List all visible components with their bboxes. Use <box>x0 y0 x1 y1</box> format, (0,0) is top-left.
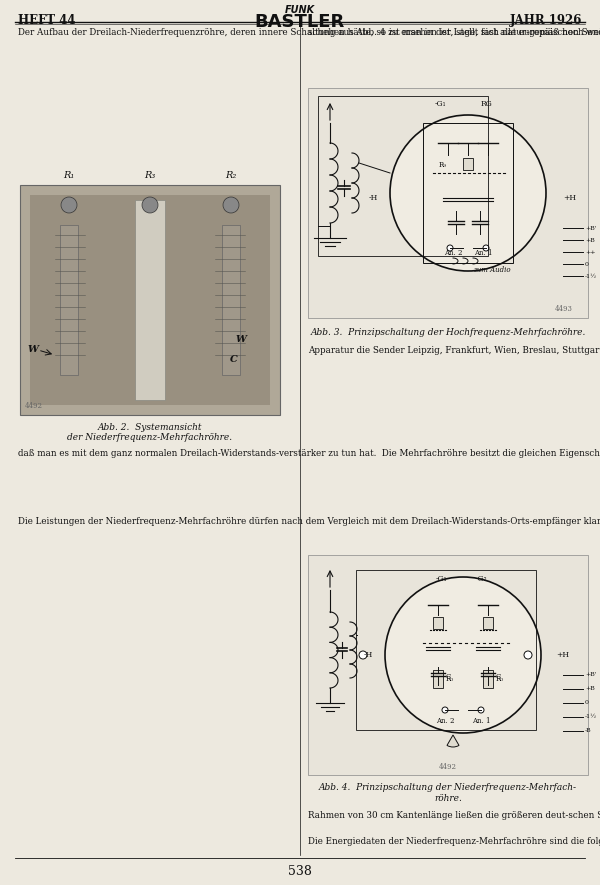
Text: W: W <box>28 345 39 355</box>
Bar <box>483 617 493 629</box>
Text: R₂: R₂ <box>226 171 236 180</box>
Bar <box>433 617 443 629</box>
Text: Rahmen von 30 cm Kantenlänge ließen die größeren deut-schen Sender überlaut in d: Rahmen von 30 cm Kantenlänge ließen die … <box>308 811 600 820</box>
Text: Der Aufbau der Dreilach-Niederfrequenzröhre, deren innere Schaltung aus Abb. 4 z: Der Aufbau der Dreilach-Niederfrequenzrö… <box>18 28 600 37</box>
Text: FUNK: FUNK <box>285 5 315 15</box>
Text: Apparatur die Sender Leipzig, Frankfurt, Wien, Breslau, Stuttgart, Münster, Dort: Apparatur die Sender Leipzig, Frankfurt,… <box>308 344 600 355</box>
Circle shape <box>359 651 367 659</box>
Bar <box>318 96 488 256</box>
Text: röhre.: röhre. <box>434 794 462 803</box>
Text: C: C <box>496 673 501 681</box>
Text: 0: 0 <box>585 701 589 705</box>
Text: +B': +B' <box>585 226 596 230</box>
Circle shape <box>478 707 484 713</box>
Bar <box>463 158 473 170</box>
Text: -G₁: -G₁ <box>434 100 446 108</box>
Text: R₉: R₉ <box>439 161 447 169</box>
Circle shape <box>385 577 541 733</box>
Text: +H: +H <box>557 651 569 659</box>
Text: daß man es mit dem ganz normalen Dreilach-Widerstands-verstärker zu tun hat.  Di: daß man es mit dem ganz normalen Dreilac… <box>18 449 600 458</box>
Bar <box>423 123 513 263</box>
Text: Die Energiedaten der Niederfrequenz-Mehrfachröhre sind die folgenden: Heizspannu: Die Energiedaten der Niederfrequenz-Mehr… <box>308 837 600 846</box>
Text: BASTLER: BASTLER <box>255 13 345 31</box>
Text: RG: RG <box>480 100 492 108</box>
Bar <box>308 555 588 775</box>
Bar <box>60 225 78 375</box>
Text: schehen hätte, so ist man in der Lage, fast alle europäischen Sender in den Laut: schehen hätte, so ist man in der Lage, f… <box>308 28 600 37</box>
Text: +H: +H <box>563 194 577 202</box>
Text: 4493: 4493 <box>555 305 573 313</box>
Text: JAHR 1926: JAHR 1926 <box>509 14 582 27</box>
Text: C: C <box>446 673 451 681</box>
Bar <box>308 88 588 318</box>
Text: 0: 0 <box>585 261 589 266</box>
Text: -G₁: -G₁ <box>435 575 447 583</box>
Bar <box>222 225 240 375</box>
Text: R₃: R₃ <box>145 171 155 180</box>
Text: 538: 538 <box>288 865 312 878</box>
Text: R₀: R₀ <box>496 675 504 683</box>
Text: An. 1: An. 1 <box>474 249 492 257</box>
Text: HEFT 44: HEFT 44 <box>18 14 76 27</box>
Text: +B': +B' <box>585 673 596 678</box>
Text: -H: -H <box>364 651 373 659</box>
Text: An. 1: An. 1 <box>472 717 490 725</box>
Text: der Niederfrequenz-Mehrfachröhre.: der Niederfrequenz-Mehrfachröhre. <box>67 433 233 442</box>
Text: Die Leistungen der Niederfrequenz-Mehrfachröhre dürfen nach dem Vergleich mit de: Die Leistungen der Niederfrequenz-Mehrfa… <box>18 517 600 526</box>
Text: -1½: -1½ <box>585 714 597 720</box>
Bar <box>135 200 165 400</box>
Text: -1½: -1½ <box>585 273 597 279</box>
Text: -B: -B <box>585 728 592 734</box>
Circle shape <box>524 651 532 659</box>
Text: C: C <box>230 356 238 365</box>
Bar <box>30 195 270 405</box>
Bar <box>20 185 280 415</box>
Text: An. 2: An. 2 <box>444 249 462 257</box>
Circle shape <box>390 115 546 271</box>
Text: R₁: R₁ <box>64 171 74 180</box>
Circle shape <box>61 197 77 213</box>
Circle shape <box>447 245 453 251</box>
Circle shape <box>483 245 489 251</box>
Text: -H: -H <box>368 194 377 202</box>
Text: +B: +B <box>585 687 595 691</box>
Text: -G₂: -G₂ <box>475 575 487 583</box>
Text: zum Audio: zum Audio <box>473 266 511 274</box>
Circle shape <box>442 707 448 713</box>
Text: 4492: 4492 <box>25 402 43 410</box>
Text: +B: +B <box>585 237 595 242</box>
Text: Abb. 2.  Systemansicht: Abb. 2. Systemansicht <box>98 423 202 432</box>
Text: ++: ++ <box>585 250 595 255</box>
Bar <box>433 670 443 688</box>
Bar <box>483 670 493 688</box>
Circle shape <box>223 197 239 213</box>
Wedge shape <box>447 735 459 747</box>
Text: An. 2: An. 2 <box>436 717 454 725</box>
Text: R₀: R₀ <box>446 675 454 683</box>
Text: 4492: 4492 <box>439 763 457 771</box>
Bar <box>356 570 536 730</box>
Text: Abb. 4.  Prinzipschaltung der Niederfrequenz-Mehrfach-: Abb. 4. Prinzipschaltung der Niederfrequ… <box>319 783 577 792</box>
Text: Abb. 3.  Prinzipschaltung der Hochfrequenz-Mehrfachröhre.: Abb. 3. Prinzipschaltung der Hochfrequen… <box>310 328 586 337</box>
Circle shape <box>142 197 158 213</box>
Text: W: W <box>235 335 246 344</box>
